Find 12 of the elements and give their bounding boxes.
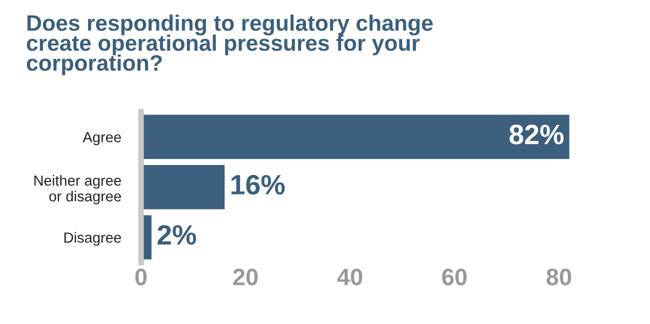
x-tick-label: 80 (546, 268, 572, 286)
chart-title: Does responding to regulatory change create operational pressures for your corporation? (26, 14, 433, 76)
data-label: 82% (510, 124, 564, 144)
y-tick-label: Agree (82, 132, 121, 146)
x-tick-label: 20 (233, 268, 258, 286)
data-label: 2% (158, 225, 196, 245)
y-tick-label: Disagree (64, 232, 121, 246)
x-tick-label: 60 (442, 268, 467, 286)
x-tick-label: 0 (135, 268, 147, 286)
x-tick-label: 40 (337, 268, 362, 286)
data-label: 16% (232, 174, 285, 195)
y-tick-label: Neither agree or disagree (34, 175, 121, 204)
